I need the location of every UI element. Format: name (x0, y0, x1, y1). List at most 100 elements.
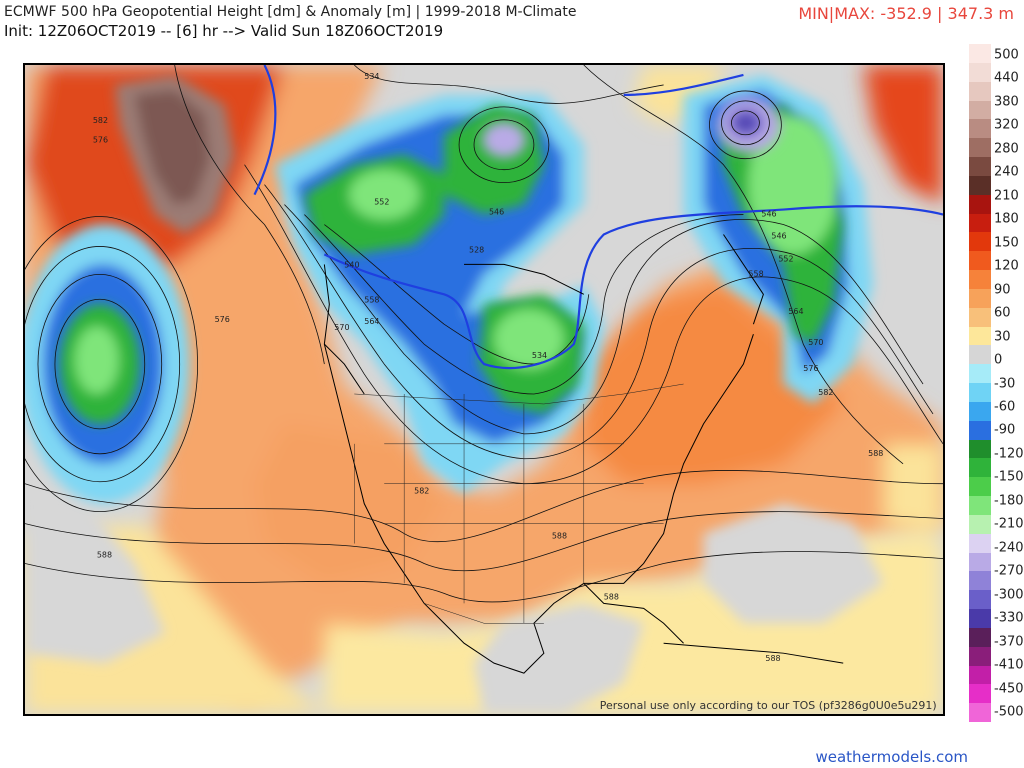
colorbar-label: -60 (994, 399, 1016, 415)
contour-label: 582 (818, 388, 833, 397)
colorbar-swatch (969, 175, 991, 196)
colorbar-swatch (969, 590, 991, 610)
contour-label: 570 (808, 338, 823, 347)
colorbar-swatch (969, 345, 991, 365)
contour-label: 588 (765, 654, 780, 663)
contour-label: 576 (93, 136, 108, 145)
minmax-readout: MIN|MAX: -352.9 | 347.3 m (798, 4, 1014, 23)
colorbar-label: 280 (994, 141, 1019, 157)
colorbar-swatch (969, 270, 991, 290)
colorbar-label: -370 (994, 634, 1024, 650)
contour-label: 564 (788, 307, 803, 316)
contour-label: 528 (469, 245, 484, 254)
colorbar-swatch (969, 326, 991, 346)
map-subtitle: Init: 12Z06OCT2019 -- [6] hr --> Valid S… (4, 22, 444, 40)
colorbar-swatch (969, 157, 991, 177)
contour-label: 534 (364, 72, 379, 81)
colorbar-swatch (969, 100, 991, 120)
colorbar-label: 30 (994, 329, 1011, 345)
colorbar-swatch (969, 609, 991, 629)
contour-label: 588 (97, 550, 112, 559)
colorbar-label: 90 (994, 282, 1011, 298)
anomaly-fill-neutral (25, 493, 884, 714)
colorbar-label: 500 (994, 47, 1019, 63)
colorbar-swatch (969, 62, 991, 83)
colorbar-swatch (969, 232, 991, 252)
colorbar-label: -150 (994, 469, 1024, 485)
colorbar-swatch (969, 477, 991, 497)
colorbar-swatch (969, 44, 991, 64)
colorbar-swatch (969, 646, 991, 666)
colorbar-label: 210 (994, 188, 1019, 204)
colorbar-swatch (969, 458, 991, 478)
colorbar-label: -120 (994, 446, 1024, 462)
colorbar-swatch (969, 138, 991, 158)
credit-link[interactable]: weathermodels.com (815, 748, 968, 766)
tos-notice: Personal use only according to our TOS (… (600, 699, 937, 712)
colorbar-swatch (969, 119, 991, 139)
colorbar-swatch (969, 383, 991, 403)
map-title: ECMWF 500 hPa Geopotential Height [dm] &… (4, 4, 577, 20)
colorbar-label: -300 (994, 587, 1024, 603)
colorbar-label: -180 (994, 493, 1024, 509)
colorbar-swatch (969, 213, 991, 233)
colorbar-swatch (969, 81, 991, 101)
colorbar-swatch (969, 307, 991, 327)
colorbar-swatch (969, 401, 991, 422)
colorbar-swatch (969, 514, 991, 535)
anomaly-map: 534 582 576 552 546 540 528 576 570 564 … (23, 63, 945, 716)
colorbar-label: 60 (994, 305, 1011, 321)
colorbar-label: 180 (994, 211, 1019, 227)
colorbar (969, 44, 991, 723)
colorbar-swatch (969, 251, 991, 271)
contour-labels: 534 582 576 552 546 540 528 576 570 564 … (93, 72, 884, 663)
colorbar-swatch (969, 703, 991, 723)
contour-label: 546 (489, 208, 504, 217)
contour-label: 582 (414, 487, 429, 496)
coastlines (323, 234, 844, 674)
colorbar-swatch (969, 684, 991, 704)
map-svg: 534 582 576 552 546 540 528 576 570 564 … (25, 65, 943, 714)
contour-label: 534 (532, 351, 547, 360)
colorbar-label: -330 (994, 610, 1024, 626)
colorbar-swatch (969, 288, 991, 309)
contour-label: 588 (604, 592, 619, 601)
contour-label: 552 (778, 254, 793, 263)
colorbar-swatch (969, 627, 991, 648)
contour-label: 546 (771, 231, 786, 240)
contour-label: 576 (215, 315, 230, 324)
colorbar-swatch (969, 571, 991, 591)
colorbar-label: 0 (994, 352, 1003, 368)
colorbar-label: 320 (994, 117, 1019, 133)
contour-label: 540 (344, 260, 359, 269)
colorbar-swatch (969, 420, 991, 440)
contour-label: 552 (374, 198, 389, 207)
colorbar-label: -450 (994, 681, 1024, 697)
colorbar-swatch (969, 194, 991, 214)
colorbar-label: -500 (994, 704, 1024, 720)
contour-label: 558 (748, 269, 763, 278)
contour-label: 582 (93, 116, 108, 125)
colorbar-swatch (969, 364, 991, 384)
contour-label: 576 (803, 364, 818, 373)
anomaly-fill-strong-negative (59, 104, 844, 424)
height-contours (25, 65, 943, 603)
contour-label: 564 (364, 317, 379, 326)
contour-label: 588 (868, 449, 883, 458)
colorbar-label: -90 (994, 422, 1016, 438)
colorbar-label: -410 (994, 657, 1024, 673)
colorbar-label: 240 (994, 164, 1019, 180)
colorbar-label: -30 (994, 376, 1016, 391)
colorbar-label: -270 (994, 563, 1024, 579)
colorbar-label: -210 (994, 516, 1024, 532)
colorbar-label: -240 (994, 540, 1024, 556)
colorbar-swatch (969, 665, 991, 685)
bold-contours (253, 65, 943, 370)
colorbar-label: 120 (994, 258, 1019, 274)
colorbar-label: 150 (994, 235, 1019, 251)
colorbar-swatch (969, 439, 991, 459)
colorbar-swatch (969, 552, 991, 572)
contour-label: 570 (334, 323, 349, 332)
colorbar-label: 440 (994, 70, 1019, 86)
colorbar-label: 380 (994, 94, 1019, 110)
